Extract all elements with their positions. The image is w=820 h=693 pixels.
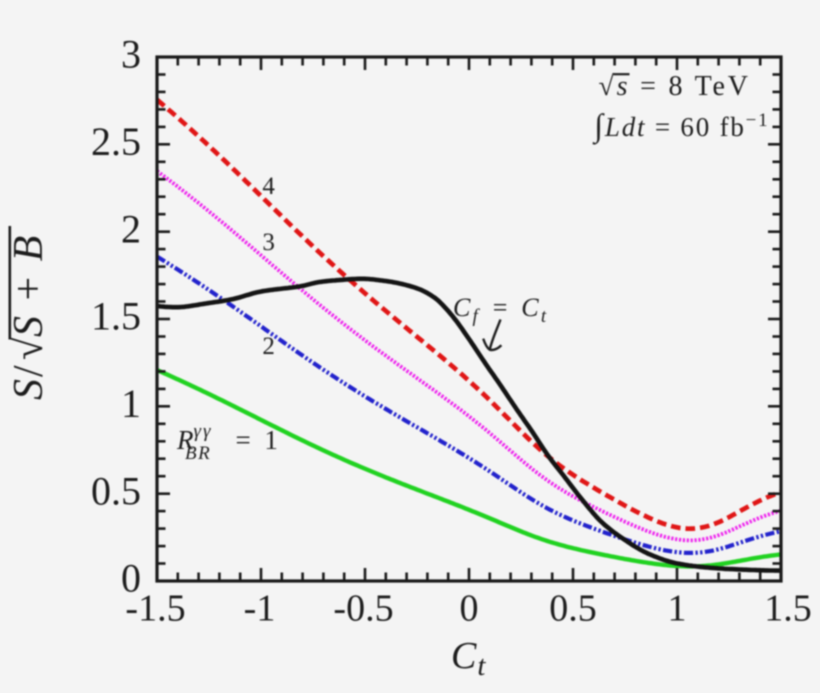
- svg-text:-1: -1: [244, 588, 276, 630]
- svg-text:∫Ldt = 60 fb−1: ∫Ldt = 60 fb−1: [592, 107, 769, 145]
- svg-text:√s = 8 TeV: √s = 8 TeV: [598, 71, 750, 102]
- svg-text:0: 0: [460, 588, 479, 630]
- svg-text:-0.5: -0.5: [333, 588, 393, 630]
- svg-text:S/: S/: [6, 363, 52, 400]
- svg-text:1.5: 1.5: [91, 294, 141, 339]
- svg-text:-1.5: -1.5: [125, 588, 185, 630]
- svg-text:4: 4: [262, 173, 275, 200]
- svg-text:2: 2: [121, 206, 141, 251]
- svg-text:0: 0: [121, 556, 141, 601]
- svg-text:S + B: S + B: [6, 233, 52, 337]
- svg-text:1: 1: [121, 381, 141, 426]
- svg-text:2.5: 2.5: [91, 119, 141, 164]
- svg-text:3: 3: [262, 229, 275, 256]
- svg-text:2: 2: [262, 333, 275, 360]
- svg-text:1.5: 1.5: [764, 588, 812, 630]
- svg-text:0.5: 0.5: [91, 468, 141, 513]
- svg-text:0.5: 0.5: [549, 588, 597, 630]
- svg-text:3: 3: [121, 32, 141, 77]
- svg-text:1: 1: [668, 588, 687, 630]
- svg-text:√: √: [6, 336, 52, 360]
